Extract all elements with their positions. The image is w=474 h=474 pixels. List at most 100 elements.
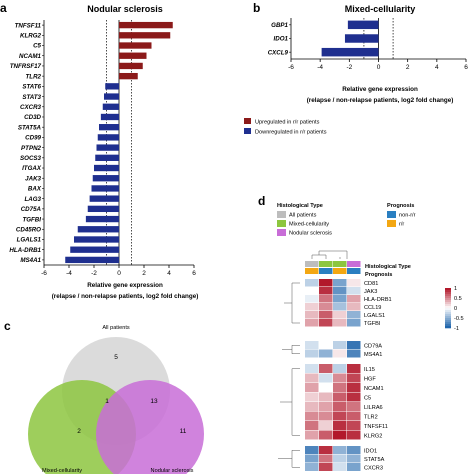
color-scale-step-13: [445, 314, 451, 317]
heatmap-gene-c5: C5: [364, 395, 371, 401]
ann-type-cell-2: [333, 261, 347, 267]
chart-a-gene-label-c5: C5: [33, 43, 41, 50]
chart-a-gene-label-socs3: SOCS3: [20, 155, 42, 162]
heatmap-gene-stat5a: STAT5A: [364, 457, 385, 463]
heatmap-gene-lilra6: LILRA6: [364, 405, 383, 411]
color-scale-step-2: [445, 292, 451, 295]
venn-diagram: All patients 5 1 13 2 11 Mixed-cellulari…: [28, 325, 204, 474]
heatmap-cell-c5-2: [333, 392, 347, 402]
chart-a-gene-label-tnfrsf17: TNFRSF17: [10, 63, 42, 70]
heatmap-cell-il15-2: [333, 364, 347, 373]
heatmap-cell-stat5a-1: [319, 454, 333, 463]
chart-b-gene-label-cxcl9: CXCL9: [268, 49, 289, 56]
legend-prog-rr: r/r: [399, 222, 404, 228]
heatmap-cell-cd81-0: [305, 279, 319, 287]
heatmap-cell-hla-drb1-0: [305, 295, 319, 303]
venn-count-all-only: 5: [114, 354, 118, 361]
chart-b-tick-label-3: 0: [377, 64, 381, 71]
dendrogram-block-1: [282, 345, 300, 354]
venn-count-mixed-only: 2: [77, 428, 81, 435]
heatmap-cell-tlr2-1: [319, 411, 333, 421]
ann-prog-cell-1: [319, 268, 333, 274]
heatmap: Histological Type All patients Mixed-cel…: [277, 203, 464, 471]
heatmap-cell-lilra6-2: [333, 402, 347, 411]
chart-a-bar-ms4a1: [65, 256, 119, 264]
chart-a-bar-cd45ro: [77, 226, 119, 233]
heatmap-cell-hla-drb1-3: [347, 295, 361, 303]
legend-type-all-swatch: [277, 211, 286, 218]
dendrogram-block-3: [278, 450, 300, 468]
chart-a-bar-cd3d: [100, 113, 119, 121]
heatmap-gene-klrg2: KLRG2: [364, 433, 382, 439]
chart-a-tick-label-1: -4: [66, 270, 72, 277]
heatmap-cell-ccl19-2: [333, 303, 347, 311]
heatmap-cell-lgals1-2: [333, 311, 347, 319]
color-scale-step-1: [445, 290, 451, 293]
chart-a-gene-label-bax: BAX: [28, 186, 42, 193]
legend-down-swatch: [244, 128, 251, 134]
chart-a-gene-label-lgals1: LGALS1: [17, 237, 42, 244]
heatmap-cell-lilra6-0: [305, 402, 319, 411]
color-scale-step-4: [445, 296, 451, 299]
heatmap-cell-hgf-0: [305, 373, 319, 383]
chart-a-gene-label-cd3d: CD3D: [24, 114, 41, 121]
chart-b-xlabel2: (relapse / non-relapse patients, log2 fo…: [307, 97, 454, 104]
chart-b-gene-label-gbp1: GBP1: [271, 22, 288, 29]
chart-b-bar-cxcl9: [321, 47, 379, 57]
heatmap-cell-c5-3: [347, 392, 361, 402]
color-scale-step-8: [445, 304, 451, 307]
heatmap-cell-tgfbi-1: [319, 319, 333, 327]
heatmap-gene-ncam1: NCAM1: [364, 386, 384, 392]
venn-title: All patients: [102, 325, 130, 331]
heatmap-gene-cd79a: CD79A: [364, 343, 382, 349]
chart-a-gene-label-klrg2: KLRG2: [20, 33, 42, 40]
heatmap-cell-il15-3: [347, 364, 361, 373]
heatmap-cell-hgf-1: [319, 373, 333, 383]
heatmap-cell-cxcr3-3: [347, 463, 361, 471]
ann-type-cell-1: [319, 261, 333, 267]
heatmap-gene-il15: IL15: [364, 367, 375, 373]
heatmap-cell-ms4a1-0: [305, 349, 319, 358]
chart-b-tick-label-0: -6: [288, 64, 294, 71]
heatmap-cell-lgals1-0: [305, 311, 319, 319]
heatmap-cell-tnfsf11-0: [305, 421, 319, 430]
chart-a-gene-label-ms4a1: MS4A1: [20, 257, 41, 264]
heatmap-cell-cd81-2: [333, 279, 347, 287]
ann-type-label: Histological Type: [365, 264, 411, 270]
chart-a-bar-tnfsf11: [119, 21, 173, 29]
chart-a-gene-label-tnfsf11: TNFSF11: [15, 22, 42, 29]
heatmap-cell-tlr2-2: [333, 411, 347, 421]
chart-a-xlabel2: (relapse / non-relapse patients, log2 fo…: [52, 293, 199, 300]
chart-a-bar-socs3: [95, 154, 119, 161]
legend-type-mixed: Mixed-cellularity: [289, 222, 329, 228]
chart-a-bar-lgals1: [74, 236, 119, 243]
venn-count-ns-only: 11: [180, 428, 187, 435]
chart-a-bar-tlr2: [119, 72, 138, 80]
color-scale-step-14: [445, 316, 451, 319]
venn-label-ns: Nodular sclerosis: [151, 468, 194, 474]
panel-letter-a: a: [0, 1, 7, 15]
chart-a-gene-label-itgax: ITGAX: [22, 165, 42, 172]
heatmap-cell-tlr2-0: [305, 411, 319, 421]
heatmap-cell-il15-0: [305, 364, 319, 373]
panel-letter-b: b: [253, 1, 260, 15]
chart-a-bar-cd75a: [87, 205, 119, 213]
heatmap-cell-lilra6-1: [319, 402, 333, 411]
color-scale-step-10: [445, 308, 451, 311]
ann-prog-cell-3: [347, 268, 361, 274]
color-scale-step-6: [445, 300, 451, 303]
heatmap-cell-lgals1-1: [319, 311, 333, 319]
chart-a-bar-stat5a: [99, 124, 119, 131]
heatmap-cell-cxcr3-2: [333, 463, 347, 471]
chart-a-gene-label-tlr2: TLR2: [26, 73, 42, 80]
heatmap-cell-ido1-2: [333, 446, 347, 454]
heatmap-gene-hgf: HGF: [364, 376, 376, 382]
heatmap-cell-ncam1-3: [347, 383, 361, 392]
legend-prog-nonrr-swatch: [387, 211, 396, 218]
heatmap-cell-jak3-3: [347, 287, 361, 295]
heatmap-cell-tnfsf11-3: [347, 421, 361, 430]
heatmap-cell-jak3-1: [319, 287, 333, 295]
heatmap-cell-lgals1-3: [347, 311, 361, 319]
chart-b-tick-label-5: 4: [435, 64, 439, 71]
